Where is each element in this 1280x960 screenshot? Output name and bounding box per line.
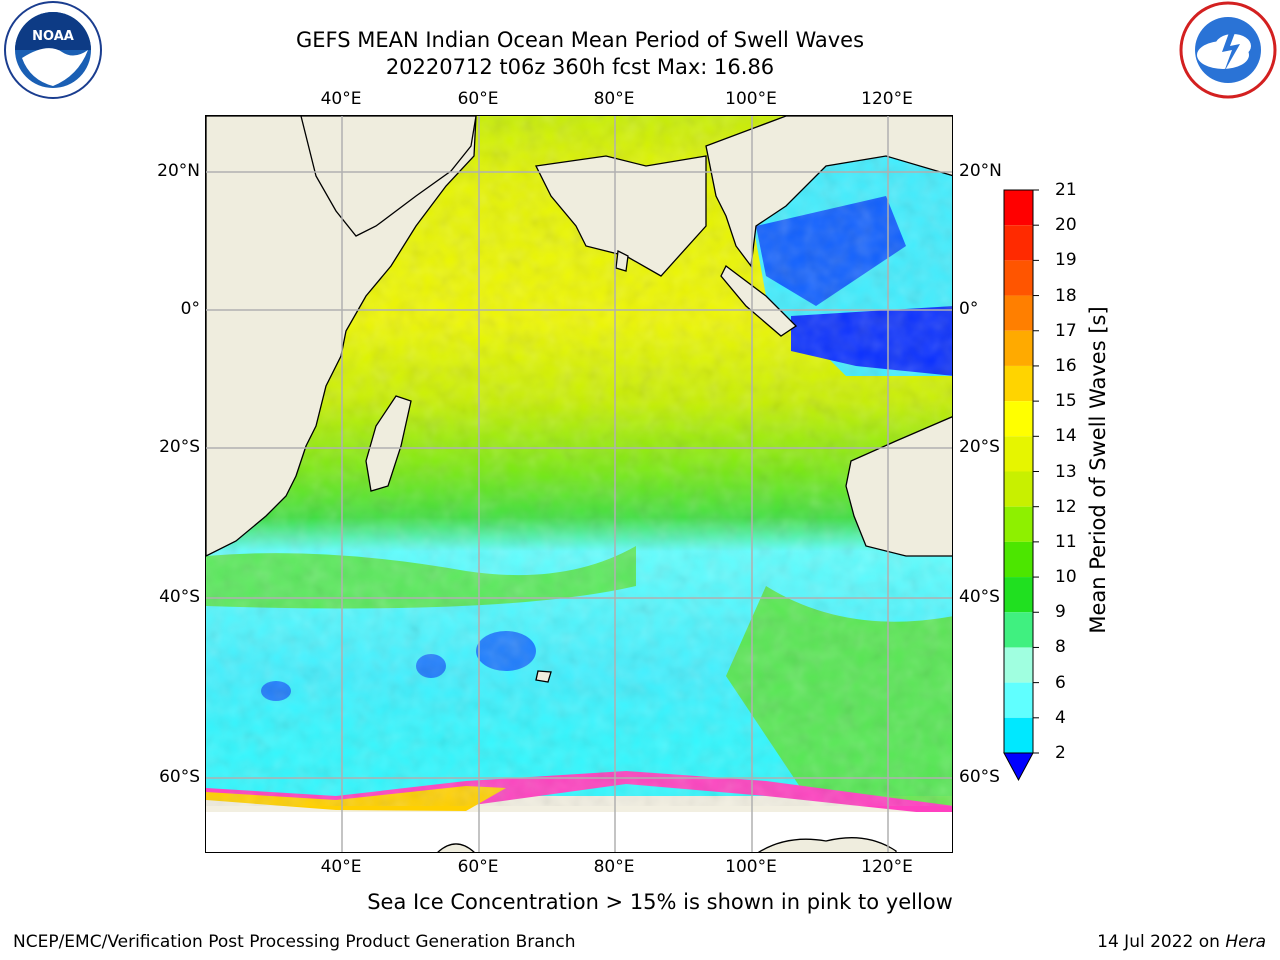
colorbar-label: 14 xyxy=(1055,426,1077,447)
colorbar-swatch xyxy=(1004,612,1033,648)
lat-tick-left: 0° xyxy=(180,299,200,319)
colorbar-swatch xyxy=(1004,401,1033,437)
land-sumatra xyxy=(720,265,798,337)
land-madagascar xyxy=(365,395,412,492)
colorbar-label: 8 xyxy=(1055,637,1066,658)
svg-text:NOAA: NOAA xyxy=(32,29,74,44)
lat-tick-right: 20°S xyxy=(959,437,1000,457)
colorbar-label: 6 xyxy=(1055,672,1066,693)
colorbar-swatch xyxy=(1004,260,1033,296)
footer-date: 14 Jul 2022 on Hera xyxy=(1097,932,1266,952)
land-arabia-north xyxy=(300,116,477,237)
lon-tick-top: 60°E xyxy=(457,89,499,109)
colorbar-label: 20 xyxy=(1055,215,1077,236)
lon-tick-top: 40°E xyxy=(320,89,362,109)
footer-date-text: 14 Jul 2022 on xyxy=(1097,932,1226,952)
colorbar-title: Mean Period of Swell Waves [s] xyxy=(1086,306,1110,634)
noaa-logo: NOAA xyxy=(2,0,104,100)
colorbar-label: 21 xyxy=(1055,180,1077,200)
lon-tick-bottom: 40°E xyxy=(320,857,362,877)
colorbar-label: 12 xyxy=(1055,496,1077,517)
land-southeast-asia xyxy=(705,116,952,268)
lon-tick-bottom: 100°E xyxy=(725,857,777,877)
colorbar-label: 4 xyxy=(1055,707,1066,728)
land-sri-lanka xyxy=(615,250,629,272)
colorbar-swatch xyxy=(1004,506,1033,542)
colorbar-swatch xyxy=(1004,295,1033,331)
nws-logo xyxy=(1178,0,1278,100)
colorbar-swatch xyxy=(1004,717,1033,753)
colorbar-swatch xyxy=(1004,682,1033,718)
lon-tick-top: 120°E xyxy=(861,89,913,109)
lat-tick-right: 20°N xyxy=(959,161,1002,181)
lat-tick-right: 60°S xyxy=(959,767,1000,787)
lat-tick-left: 40°S xyxy=(159,587,200,607)
footer-host: Hera xyxy=(1225,932,1266,952)
colorbar-label: 15 xyxy=(1055,391,1077,412)
lat-tick-left: 20°N xyxy=(157,161,200,181)
colorbar-swatch xyxy=(1004,436,1033,472)
land-africa-arabia xyxy=(206,116,477,557)
land-antarctica xyxy=(437,837,897,852)
lat-tick-left: 20°S xyxy=(159,437,200,457)
lon-tick-bottom: 60°E xyxy=(457,857,499,877)
colorbar-swatch xyxy=(1004,190,1033,226)
lat-tick-right: 0° xyxy=(959,299,979,319)
lat-tick-right: 40°S xyxy=(959,587,1000,607)
colorbar-extend-arrow xyxy=(1003,752,1034,782)
lon-tick-top: 80°E xyxy=(593,89,635,109)
colorbar-swatch xyxy=(1004,577,1033,613)
colorbar-label: 18 xyxy=(1055,285,1077,306)
colorbar-swatch xyxy=(1004,330,1033,366)
land-india xyxy=(535,155,707,277)
sea-ice-note: Sea Ice Concentration > 15% is shown in … xyxy=(367,890,953,914)
lon-tick-bottom: 80°E xyxy=(593,857,635,877)
map-svg xyxy=(206,116,952,852)
colorbar-swatch xyxy=(1004,471,1033,507)
colorbar-label: 9 xyxy=(1055,602,1066,623)
colorbar: 21 20 19 18 17 16 15 14 13 12 11 10 9 8 6 4 2 xyxy=(1003,180,1083,788)
lat-tick-left: 60°S xyxy=(159,767,200,787)
colorbar-swatch xyxy=(1004,541,1033,578)
land-australia xyxy=(845,416,952,557)
colorbar-label: 16 xyxy=(1055,355,1077,376)
colorbar-swatch xyxy=(1004,225,1033,261)
colorbar-label: 17 xyxy=(1055,320,1077,341)
chart-subtitle: 20220712 t06z 360h fcst Max: 16.86 xyxy=(385,55,775,79)
colorbar-label: 10 xyxy=(1055,567,1077,588)
colorbar-swatch xyxy=(1004,365,1033,402)
graticule xyxy=(206,116,952,852)
colorbar-label: 2 xyxy=(1055,743,1066,763)
footer-credit: NCEP/EMC/Verification Post Processing Pr… xyxy=(13,932,576,952)
colorbar-label: 13 xyxy=(1055,461,1077,482)
chart-title: GEFS MEAN Indian Ocean Mean Period of Sw… xyxy=(295,28,865,52)
colorbar-label: 19 xyxy=(1055,250,1077,271)
colorbar-swatches xyxy=(1003,189,1039,782)
land-kerguelen xyxy=(535,670,552,683)
lon-tick-bottom: 120°E xyxy=(861,857,913,877)
colorbar-label: 11 xyxy=(1055,531,1077,552)
colorbar-swatch xyxy=(1004,647,1033,683)
map-area[interactable] xyxy=(205,115,953,853)
lon-tick-top: 100°E xyxy=(725,89,777,109)
